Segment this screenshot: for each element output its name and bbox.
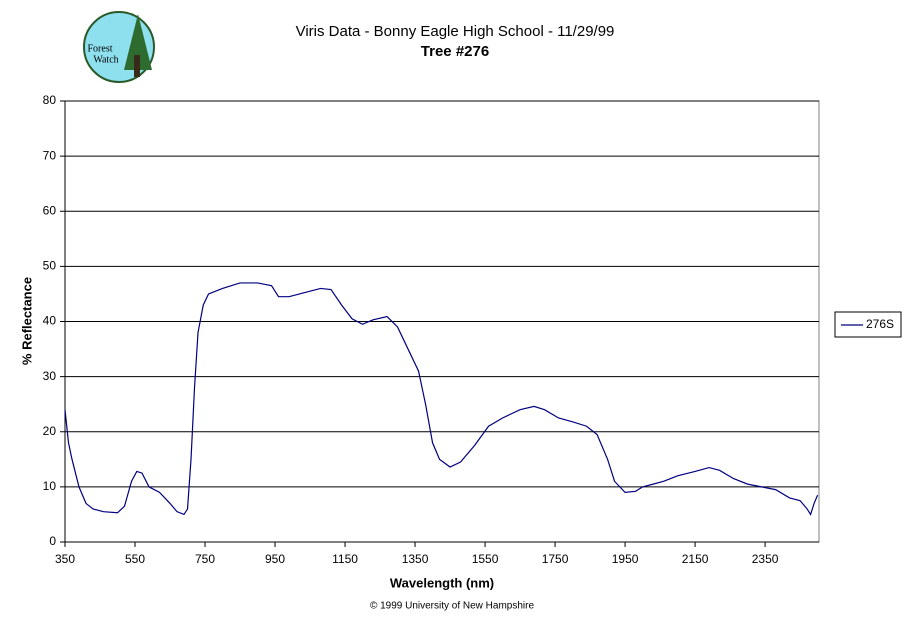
chart-subtitle: Tree #276 bbox=[421, 43, 489, 60]
logo: Forest Watch bbox=[83, 11, 155, 83]
y-tick-label: 60 bbox=[43, 203, 57, 217]
x-tick-label: 2150 bbox=[682, 552, 709, 566]
x-axis-title: Wavelength (nm) bbox=[390, 575, 494, 590]
y-tick-label: 30 bbox=[43, 369, 57, 383]
y-tick-label: 0 bbox=[49, 534, 56, 548]
x-tick-label: 950 bbox=[265, 552, 285, 566]
x-tick-label: 1150 bbox=[332, 552, 358, 566]
y-axis-title: % Reflectance bbox=[19, 277, 34, 365]
y-tick-label: 70 bbox=[43, 148, 57, 162]
y-tick-label: 50 bbox=[43, 259, 57, 273]
logo-text: Forest bbox=[88, 43, 113, 54]
x-tick-label: 1750 bbox=[542, 552, 569, 566]
logo-text: Watch bbox=[93, 54, 118, 65]
x-tick-label: 350 bbox=[55, 552, 75, 566]
x-tick-label: 1550 bbox=[472, 552, 499, 566]
x-tick-label: 1350 bbox=[402, 552, 429, 566]
y-tick-label: 80 bbox=[43, 93, 57, 107]
x-tick-label: 550 bbox=[125, 552, 145, 566]
x-tick-label: 2350 bbox=[752, 552, 779, 566]
legend-label: 276S bbox=[866, 317, 894, 331]
data-line bbox=[64, 282, 819, 516]
y-tick-label: 10 bbox=[43, 479, 57, 493]
y-tick-label: 40 bbox=[43, 314, 57, 328]
y-tick-label: 20 bbox=[43, 424, 57, 438]
x-tick-label: 750 bbox=[195, 552, 215, 566]
logo-tree bbox=[124, 14, 152, 70]
x-tick-label: 1950 bbox=[612, 552, 639, 566]
footer: © 1999 University of New Hampshire bbox=[370, 601, 535, 612]
chart-title: Viris Data - Bonny Eagle High School - 1… bbox=[296, 23, 615, 40]
logo-trunk bbox=[134, 55, 140, 77]
